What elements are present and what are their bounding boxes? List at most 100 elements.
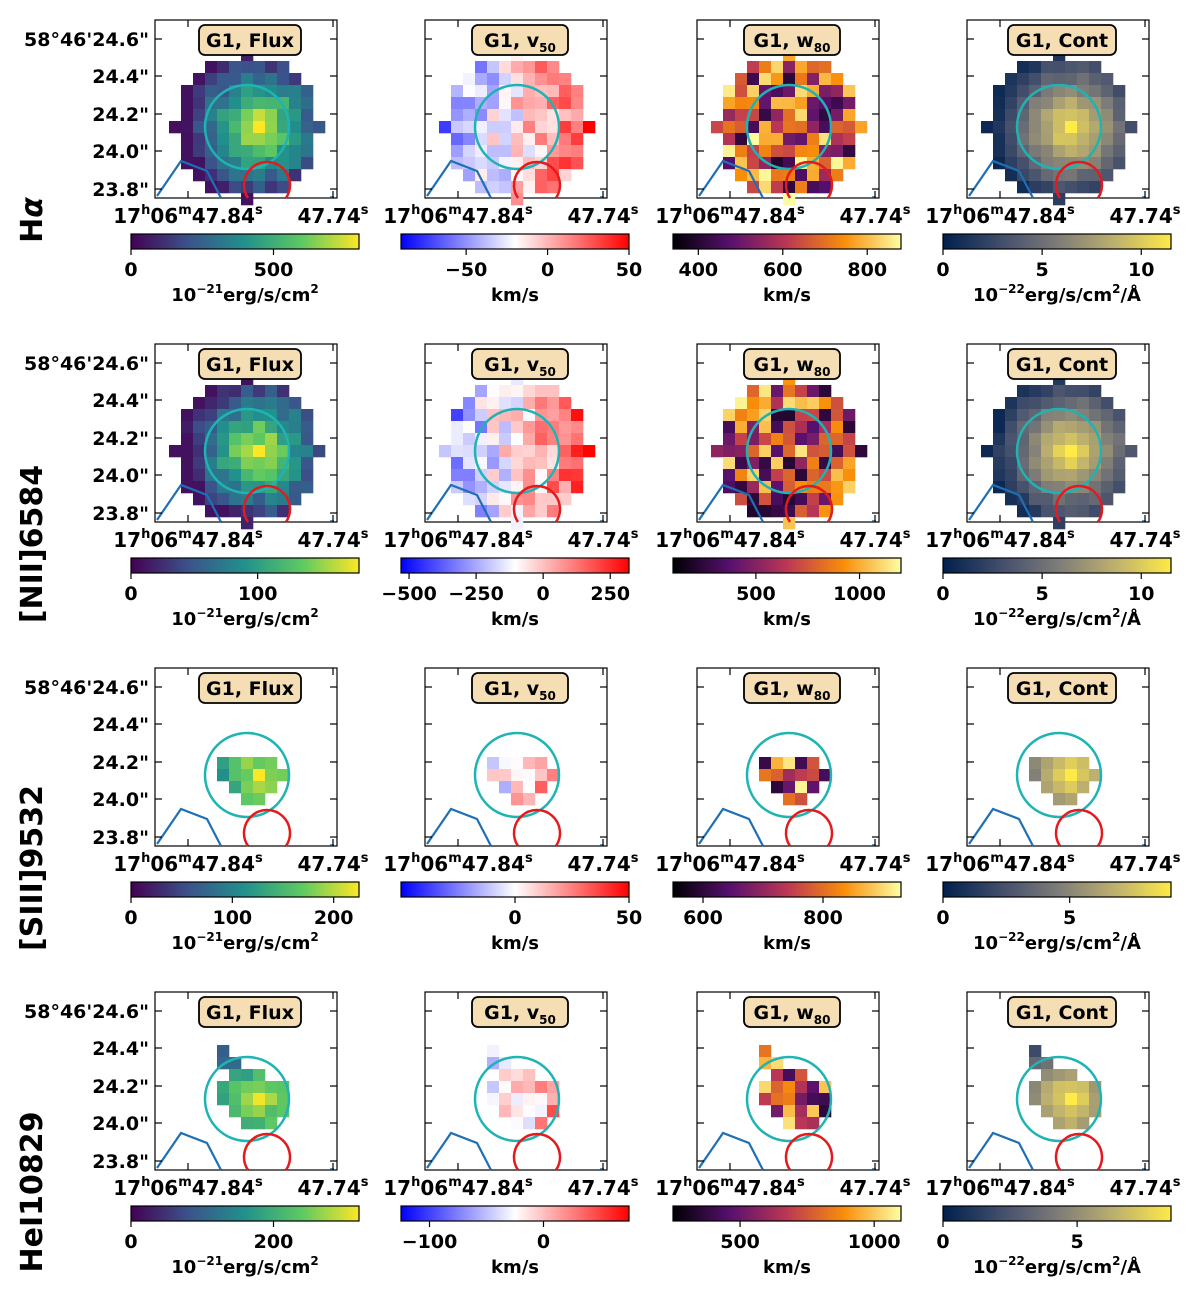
pixel bbox=[783, 121, 796, 134]
pixel bbox=[993, 97, 1006, 110]
pixel bbox=[807, 493, 820, 506]
pixel bbox=[759, 757, 772, 770]
colorbar-unit: km/s bbox=[763, 933, 811, 954]
pixel bbox=[559, 109, 572, 122]
x-tick-label-right: 47.74s bbox=[839, 851, 910, 876]
pixel bbox=[487, 181, 500, 194]
pixel bbox=[1077, 397, 1090, 410]
panel-title-box bbox=[198, 672, 302, 704]
pixel bbox=[1089, 769, 1102, 782]
pixel bbox=[1029, 1093, 1042, 1106]
pixel bbox=[723, 121, 736, 134]
pixel bbox=[523, 61, 536, 74]
pixel bbox=[499, 421, 512, 434]
pixel bbox=[571, 469, 584, 482]
nucleus-circle bbox=[242, 160, 292, 199]
pixel bbox=[1125, 121, 1138, 134]
pixel bbox=[1065, 121, 1078, 134]
pixel bbox=[547, 397, 560, 410]
aperture-circle bbox=[473, 407, 561, 495]
pixel bbox=[1077, 493, 1090, 506]
pixel bbox=[1029, 169, 1042, 182]
pixel bbox=[535, 457, 548, 470]
contour-line bbox=[698, 1131, 764, 1171]
pixel bbox=[241, 1105, 254, 1118]
pixel bbox=[523, 1081, 536, 1094]
pixel bbox=[1113, 109, 1126, 122]
pixel bbox=[1101, 493, 1114, 506]
pixel bbox=[571, 457, 584, 470]
pixel bbox=[511, 409, 524, 422]
colorbar-tick-label: 600 bbox=[683, 907, 723, 929]
pixel bbox=[795, 1069, 808, 1082]
pixel bbox=[241, 445, 254, 458]
pixel bbox=[735, 409, 748, 422]
pixel bbox=[193, 109, 206, 122]
panel-w80: G1, w80 17h06m47.84s 47.74s bbox=[655, 991, 911, 1200]
x-tick-label-left: 17h06m47.84s bbox=[113, 203, 263, 228]
pixel bbox=[181, 421, 194, 434]
pixel bbox=[1077, 1093, 1090, 1106]
pixel bbox=[463, 433, 476, 446]
pixel bbox=[253, 433, 266, 446]
colorbar-bar bbox=[130, 881, 360, 898]
pixel bbox=[487, 61, 500, 74]
pixel bbox=[783, 757, 796, 770]
pixel bbox=[1077, 1105, 1090, 1118]
pixel bbox=[277, 181, 290, 194]
pixel bbox=[229, 109, 242, 122]
x-tick-label-left: 17h06m47.84s bbox=[113, 1175, 263, 1200]
pixel bbox=[783, 97, 796, 110]
pixel bbox=[193, 121, 206, 134]
pixel bbox=[759, 97, 772, 110]
pixel bbox=[523, 97, 536, 110]
pixel bbox=[723, 133, 736, 146]
colorbar-tick-label: 500 bbox=[720, 1231, 760, 1253]
y-tick-label: 24.4" bbox=[92, 714, 149, 736]
pixel bbox=[181, 445, 194, 458]
aperture-circle bbox=[1015, 83, 1103, 171]
pixel bbox=[783, 145, 796, 158]
colorbar-tick-label: −500 bbox=[381, 583, 437, 605]
colorbar-tick-label: 250 bbox=[590, 583, 630, 605]
pixel bbox=[795, 73, 808, 86]
colorbar-unit: km/s bbox=[491, 609, 539, 630]
aperture-circle bbox=[1015, 407, 1103, 495]
pixel bbox=[783, 793, 796, 806]
pixel bbox=[1017, 73, 1030, 86]
pixel bbox=[301, 109, 314, 122]
pixel bbox=[289, 85, 302, 98]
contour-line bbox=[156, 1131, 222, 1171]
colorbar-bar bbox=[942, 557, 1172, 574]
pixel bbox=[1077, 145, 1090, 158]
pixel bbox=[831, 469, 844, 482]
pixel bbox=[463, 109, 476, 122]
pixel bbox=[523, 169, 536, 182]
panel-title: G1, Cont bbox=[1016, 30, 1108, 52]
colorbar-tick-label: 0 bbox=[541, 259, 554, 281]
y-tick-label: 58°46'24.6" bbox=[24, 677, 149, 699]
pixel bbox=[205, 385, 218, 398]
panel-v50: G1, v50 17h06m47.84s 47.74s bbox=[383, 19, 639, 228]
x-tick-label-right: 47.74s bbox=[1109, 851, 1180, 876]
pixel bbox=[487, 445, 500, 458]
pixel bbox=[499, 73, 512, 86]
pixel bbox=[559, 397, 572, 410]
pixel bbox=[451, 109, 464, 122]
pixel bbox=[265, 781, 278, 794]
x-tick-label-right: 47.74s bbox=[839, 527, 910, 552]
pixel bbox=[217, 493, 230, 506]
pixel bbox=[783, 433, 796, 446]
pixel bbox=[229, 457, 242, 470]
pixel bbox=[807, 445, 820, 458]
pixel bbox=[265, 61, 278, 74]
pixel bbox=[499, 757, 512, 770]
pixel bbox=[535, 61, 548, 74]
pixel bbox=[1077, 769, 1090, 782]
pixel bbox=[253, 61, 266, 74]
panel-title: G1, w80 bbox=[754, 30, 831, 55]
pixel bbox=[807, 757, 820, 770]
pixel bbox=[819, 769, 832, 782]
panel-title-box bbox=[198, 24, 302, 56]
pixel bbox=[547, 85, 560, 98]
